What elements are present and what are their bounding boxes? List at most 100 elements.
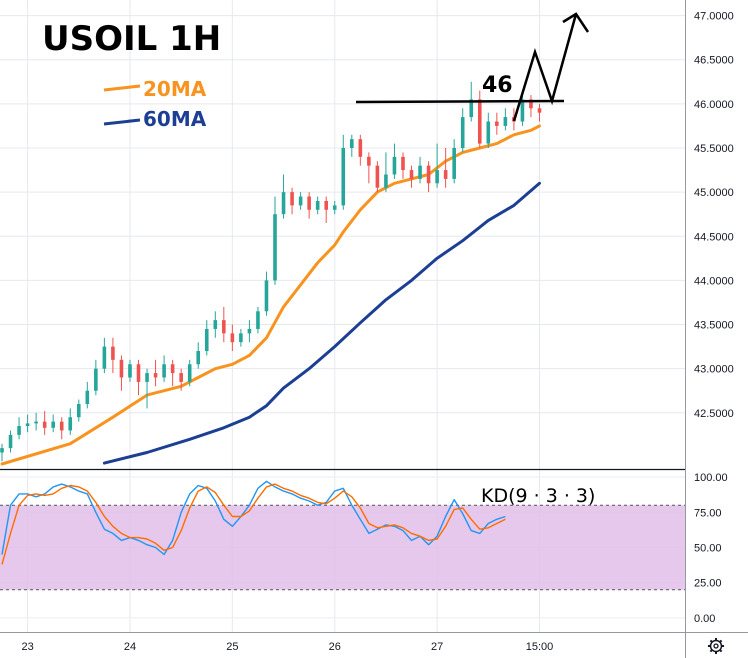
candle: [375, 161, 380, 193]
candle: [281, 174, 286, 219]
candle: [332, 200, 337, 215]
legend-swatch-60ma: [103, 118, 141, 126]
kd-tick-label: 25.00: [694, 578, 722, 590]
candle: [76, 399, 81, 422]
legend-label-60ma: 60MA: [143, 107, 207, 131]
candle: [324, 196, 329, 224]
candle-body: [349, 139, 354, 148]
candle: [273, 196, 277, 285]
resistance-line: [355, 99, 565, 104]
candle-body: [341, 147, 346, 206]
candle: [307, 192, 311, 219]
candle-body: [239, 333, 243, 343]
candle: [256, 306, 260, 334]
candle-body: [529, 99, 533, 109]
kd-axis[interactable]: 0.00 25.00 50.00 75.00 100.00: [694, 472, 728, 625]
candle-body: [25, 423, 30, 427]
candle: [179, 368, 183, 391]
candle: [460, 108, 465, 153]
resistance-level-label: 46: [482, 73, 513, 98]
candle: [136, 359, 141, 396]
candle: [128, 359, 132, 382]
candle-body: [273, 214, 277, 281]
candle-body: [196, 351, 201, 365]
candle: [426, 161, 431, 193]
candle: [42, 411, 47, 435]
candle: [68, 408, 73, 435]
candle: [25, 414, 30, 433]
candle-body: [136, 364, 141, 382]
time-tick-label: 24: [124, 641, 136, 653]
candle-body: [298, 196, 303, 206]
kd-band: [0, 505, 685, 590]
candle: [8, 430, 13, 453]
candle: [222, 306, 226, 343]
candle: [486, 112, 491, 148]
candle-body: [332, 205, 337, 210]
kd-lines: [1, 480, 506, 565]
candle-body: [392, 156, 397, 175]
kd-indicator-label: KD(9 · 3 · 3): [481, 485, 595, 507]
candle-body: [76, 403, 81, 418]
candle-body: [435, 170, 439, 184]
candle: [367, 152, 371, 184]
candle: [349, 134, 354, 157]
price-tick-label: 42.5000: [694, 408, 734, 420]
candle: [529, 95, 533, 118]
moving-averages: [0, 124, 541, 466]
candle-body: [102, 346, 107, 369]
candle-body: [495, 121, 499, 126]
projection-arrow: [512, 13, 578, 122]
candle-body: [401, 156, 405, 171]
candle-body: [85, 390, 90, 404]
candle-body: [281, 192, 286, 215]
candle-body: [119, 359, 124, 378]
candle-body: [460, 117, 465, 148]
ma-line-60ma: [102, 181, 541, 465]
candle-body: [59, 421, 64, 431]
candle-body: [230, 333, 235, 343]
candle-body: [111, 346, 115, 360]
candle: [298, 192, 303, 210]
candle: [290, 187, 294, 215]
kd-tick-label: 0.00: [694, 613, 715, 625]
candle-body: [42, 421, 47, 428]
candle: [119, 355, 124, 391]
candle-body: [367, 156, 371, 166]
time-axis[interactable]: 23 24 25 26 27 15:00: [21, 641, 553, 653]
candle: [59, 417, 64, 440]
candle: [17, 417, 21, 440]
candle: [341, 134, 346, 210]
price-tick-label: 44.5000: [694, 231, 734, 243]
candle: [443, 147, 448, 188]
candle-body: [384, 174, 388, 188]
gear-icon[interactable]: [708, 638, 724, 654]
candle-body: [51, 421, 55, 428]
candle-body: [486, 121, 491, 144]
candle-body: [358, 139, 363, 157]
price-tick-label: 45.0000: [694, 187, 734, 199]
candle-body: [34, 421, 38, 424]
candle: [358, 134, 363, 166]
chart-title: USOIL 1H: [42, 19, 221, 59]
candle: [153, 359, 158, 387]
candle-body: [477, 99, 482, 144]
price-axis[interactable]: 42.5000 43.0000 43.5000 44.0000 44.5000 45.00…: [694, 11, 734, 420]
candle: [247, 320, 252, 343]
candle-body: [503, 117, 508, 126]
legend-label-20ma: 20MA: [143, 77, 207, 101]
candle: [418, 156, 422, 184]
legend-swatch-20ma: [103, 84, 141, 92]
candle: [264, 271, 269, 316]
kd-tick-label: 100.00: [694, 472, 728, 484]
candle-body: [204, 328, 209, 352]
candle-body: [264, 280, 269, 312]
candle-body: [290, 192, 294, 206]
kd-line-d: [1, 483, 506, 565]
candle-body: [452, 147, 456, 179]
candle-body: [153, 373, 158, 378]
candle-body: [315, 200, 320, 210]
candle-body: [443, 170, 448, 179]
candle: [145, 368, 149, 409]
